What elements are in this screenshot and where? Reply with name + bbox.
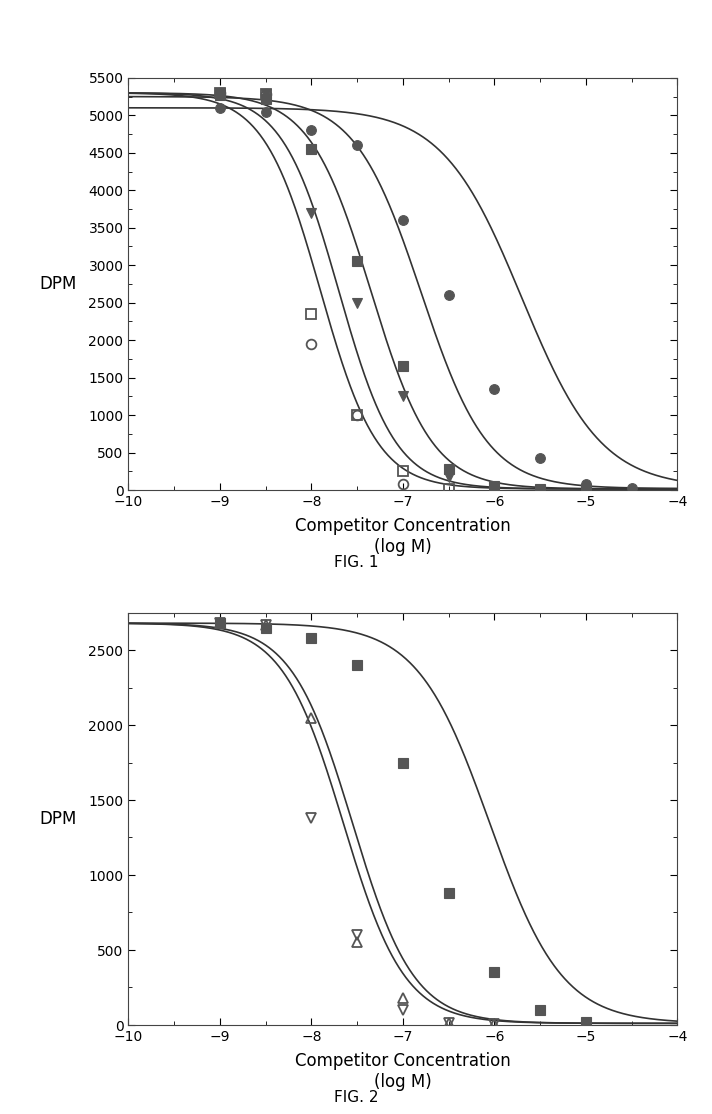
Y-axis label: DPM: DPM (40, 275, 77, 293)
Text: FIG. 2: FIG. 2 (334, 1089, 378, 1105)
X-axis label: Competitor Concentration
(log M): Competitor Concentration (log M) (295, 517, 510, 556)
X-axis label: Competitor Concentration
(log M): Competitor Concentration (log M) (295, 1052, 510, 1091)
Y-axis label: DPM: DPM (40, 810, 77, 828)
Text: FIG. 1: FIG. 1 (334, 555, 378, 570)
